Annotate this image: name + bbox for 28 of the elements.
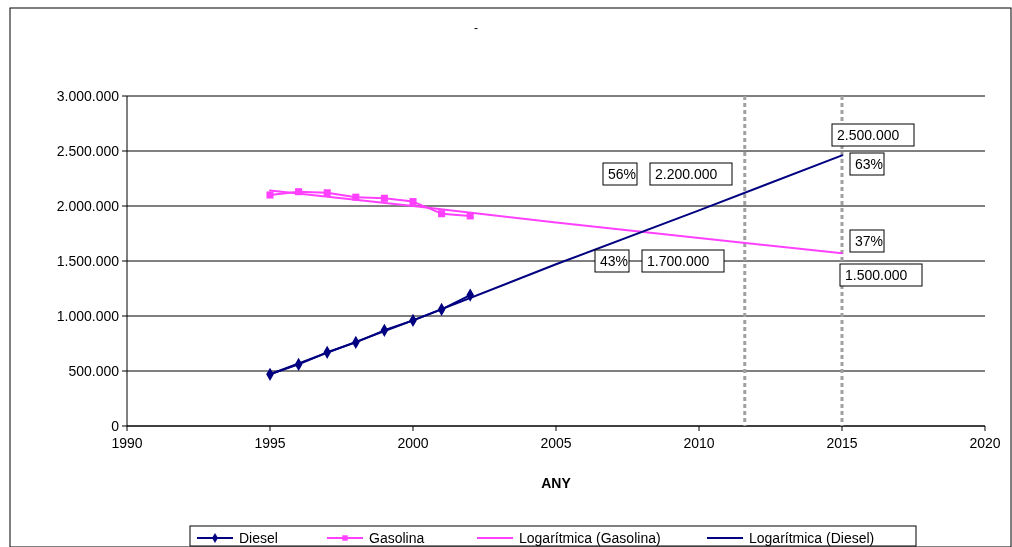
legend-label: Logarítmica (Gasolina) — [519, 529, 661, 546]
annotation: 1.700.000 — [647, 252, 710, 269]
legend-label: Gasolina — [369, 529, 425, 546]
x-tick-label: 1995 — [254, 435, 286, 451]
x-tick-label: 2000 — [397, 435, 429, 451]
x-tick-label: 2020 — [969, 435, 1001, 451]
x-axis-title: ANY — [541, 475, 572, 491]
legend-label: Logarítmica (Diesel) — [749, 529, 875, 546]
y-tick-label: 500.000 — [68, 362, 120, 379]
y-tick-label: 3.000.000 — [56, 87, 120, 104]
x-tick-label: 1990 — [111, 435, 143, 451]
annotation: 56% — [608, 165, 637, 182]
annotation: 2.200.000 — [655, 165, 718, 182]
y-tick-label: 2.500.000 — [56, 142, 120, 159]
y-tick-label: 0 — [111, 417, 120, 434]
legend-label: Diesel — [239, 529, 278, 546]
annotation: 63% — [855, 155, 884, 172]
x-tick-label: 2005 — [540, 435, 572, 451]
annotation: 1.500.000 — [845, 266, 908, 283]
y-tick-label: 1.500.000 — [56, 252, 120, 269]
chart-title: - — [474, 21, 478, 35]
y-tick-label: 2.000.000 — [56, 197, 120, 214]
y-tick-label: 1.000.000 — [56, 307, 120, 324]
annotation: 2.500.000 — [837, 126, 900, 143]
annotation: 43% — [600, 252, 629, 269]
x-tick-label: 2010 — [683, 435, 715, 451]
annotation: 37% — [855, 232, 884, 249]
x-tick-label: 2015 — [826, 435, 858, 451]
